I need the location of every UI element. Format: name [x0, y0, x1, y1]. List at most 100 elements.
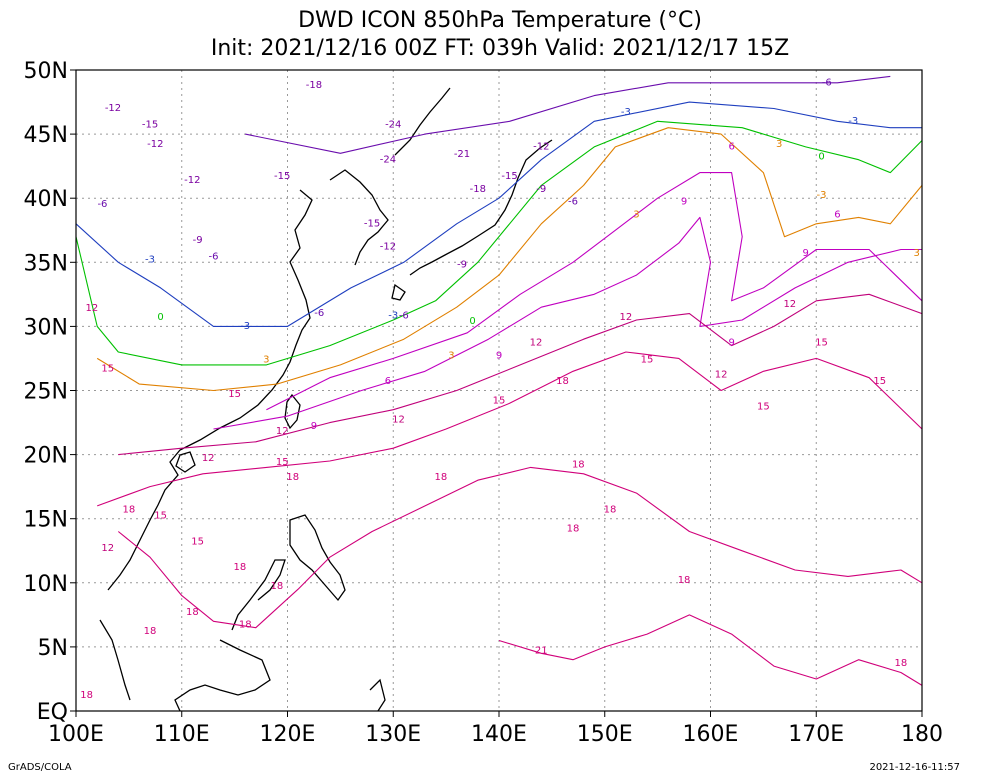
y-tick-label: 45N	[24, 123, 68, 148]
contour-label: 18	[678, 575, 691, 586]
contour-label: -3	[240, 321, 250, 332]
contour-12	[118, 293, 923, 456]
contour-9	[213, 216, 922, 430]
y-tick-label: 25N	[24, 380, 68, 405]
contour-label: 18	[239, 620, 252, 631]
contour-label: -6	[568, 197, 578, 208]
contour-label: 12	[276, 426, 289, 437]
contour-label: 9	[802, 248, 808, 259]
contour-label: 6	[728, 141, 734, 152]
contour-label: -9	[457, 259, 467, 270]
contour-label: 9	[496, 350, 502, 361]
y-tick-label: 35N	[24, 251, 68, 276]
contour-label: -3	[388, 311, 398, 322]
contour-label: 3	[776, 139, 782, 150]
contour-label: -12	[380, 241, 396, 252]
contour-label: 12	[85, 303, 98, 314]
contour-label: 9	[728, 338, 734, 349]
contour-label: 9	[311, 421, 317, 432]
contour-label: -6	[97, 199, 107, 210]
contour-label: 21	[535, 645, 548, 656]
contour-15	[97, 351, 923, 507]
x-tick-label: 130E	[365, 722, 421, 747]
contour-label: -9	[193, 235, 203, 246]
contour-label: 12	[202, 453, 215, 464]
contour-label: 18	[271, 581, 284, 592]
x-tick-label: 100E	[48, 722, 104, 747]
contour-label: 15	[228, 389, 241, 400]
y-tick-label: 50N	[24, 59, 68, 84]
contour-label: -21	[454, 149, 470, 160]
contour-label: -12	[533, 141, 549, 152]
contour-label: 15	[757, 402, 770, 413]
contour-label: -18	[470, 184, 486, 195]
contour-label: -12	[184, 175, 200, 186]
contour-label: -15	[274, 171, 290, 182]
contour-label: 12	[392, 415, 405, 426]
coastline	[99, 87, 553, 712]
contour-label: 18	[286, 472, 299, 483]
contour-label: -3	[621, 107, 631, 118]
contour-label: -3	[145, 254, 155, 265]
contour-label: 12	[620, 312, 633, 323]
contour-label: 0	[157, 312, 163, 323]
x-tick-label: 150E	[577, 722, 633, 747]
contour-label: -15	[501, 171, 517, 182]
y-tick-label: 15N	[24, 508, 68, 533]
contour-label: 12	[101, 543, 114, 554]
y-tick-label: 5N	[38, 636, 68, 661]
contour-minus6	[245, 75, 891, 154]
contour-label: 15	[641, 354, 654, 365]
contour-label: 15	[873, 376, 886, 387]
contour-label: 18	[572, 459, 585, 470]
contour-label: 12	[783, 299, 796, 310]
map-subtitle: Init: 2021/12/16 00Z FT: 039h Valid: 202…	[210, 36, 790, 61]
y-axis-ticks: EQ 5N 10N 15N 20N 25N 30N 35N 40N 45N 50N	[24, 59, 76, 725]
contour-6	[266, 172, 923, 411]
contour-label: 18	[434, 472, 447, 483]
contour-label: -3	[848, 116, 858, 127]
contour-18	[117, 466, 923, 629]
contour-label: -15	[142, 120, 158, 131]
contour-label: -6	[822, 77, 832, 88]
contour-0	[75, 120, 923, 366]
contour-label: -12	[147, 139, 163, 150]
contour-label: 18	[186, 607, 199, 618]
y-tick-label: 20N	[24, 444, 68, 469]
contour-label: 15	[191, 536, 204, 547]
contour-label: -9	[536, 184, 546, 195]
contour-minus3	[75, 101, 922, 327]
contour-label: -18	[306, 80, 322, 91]
contour-label: 3	[448, 350, 454, 361]
y-tick-label: 30N	[24, 315, 68, 340]
contour-label: -15	[364, 218, 380, 229]
x-tick-label: 160E	[683, 722, 739, 747]
contour-label: -24	[380, 154, 396, 165]
contour-label: 6	[834, 209, 840, 220]
contour-label: -6	[399, 311, 409, 322]
contour-label: 15	[493, 395, 506, 406]
y-tick-label: 10N	[24, 572, 68, 597]
contour-label: 12	[715, 370, 728, 381]
contour-21	[498, 614, 923, 686]
contour-label: 0	[818, 152, 824, 163]
contour-label: 18	[234, 562, 247, 573]
x-tick-label: 110E	[154, 722, 210, 747]
map-title: DWD ICON 850hPa Temperature (°C)	[298, 8, 702, 33]
x-tick-label: 180	[901, 722, 943, 747]
contour-labels: -12 -15 -12 -18 -24 -24 -21 -12 -15 -18 -15 -12 -9 -6…	[80, 77, 920, 701]
x-tick-label: 170E	[788, 722, 844, 747]
contour-label: 15	[101, 363, 114, 374]
contour-label: 18	[123, 504, 136, 515]
contour-label: 6	[385, 376, 391, 387]
contour-label: 15	[154, 511, 167, 522]
contour-label: 18	[80, 690, 93, 701]
contour-label: 18	[894, 658, 907, 669]
grid-lines	[76, 70, 922, 711]
contour-label: -3	[817, 190, 827, 201]
contour-label: 3	[263, 354, 269, 365]
contour-label: 18	[567, 524, 580, 535]
footer-credit: GrADS/COLA	[8, 762, 72, 773]
contour-3	[96, 127, 923, 392]
temperature-contours	[75, 75, 923, 686]
